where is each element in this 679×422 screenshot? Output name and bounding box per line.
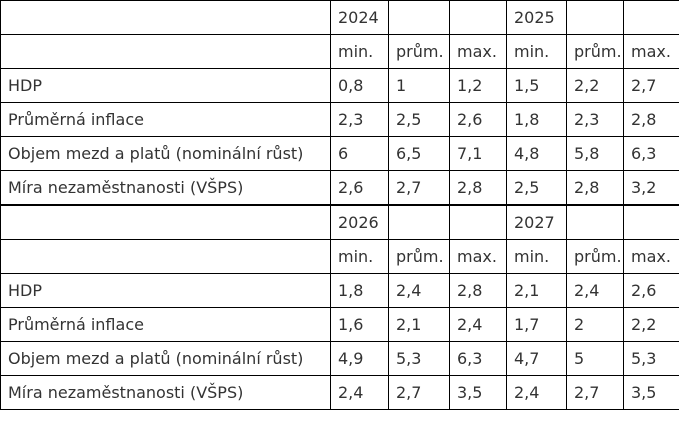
value-cell: 2,8 <box>566 170 624 206</box>
value-cell: 2 <box>566 307 624 342</box>
value-cell: 4,7 <box>506 341 567 376</box>
value-cell: 7,1 <box>449 136 507 171</box>
value-cell: 5,8 <box>566 136 624 171</box>
row-label: Míra nezaměstnanosti (VŠPS) <box>0 375 331 410</box>
subheader-cell: min. <box>506 239 567 274</box>
forecast-table: 2024 2025 min. prům. max. min. prům. max. HDP 0,8… <box>0 0 679 410</box>
value-cell: 2,6 <box>449 102 507 137</box>
row-label: Míra nezaměstnanosti (VŠPS) <box>0 170 331 206</box>
subheader-cell: max. <box>623 239 679 274</box>
subheader-cell: prům. <box>566 239 624 274</box>
subheader-cell: prům. <box>388 34 450 69</box>
table-row: Objem mezd a platů (nominální růst) 4,9 5,… <box>0 341 679 376</box>
year-cell: 2024 <box>330 0 389 35</box>
value-cell: 5,3 <box>388 341 450 376</box>
value-cell: 1,5 <box>506 68 567 103</box>
empty-header-cell <box>0 0 331 35</box>
value-cell: 2,3 <box>330 102 389 137</box>
value-cell: 2,5 <box>506 170 567 206</box>
value-cell: 6,3 <box>449 341 507 376</box>
subheader-cell: max. <box>449 34 507 69</box>
empty-header-cell <box>566 204 624 240</box>
subheader-cell: prům. <box>388 239 450 274</box>
value-cell: 2,1 <box>506 273 567 308</box>
value-cell: 2,4 <box>388 273 450 308</box>
empty-header-cell <box>623 0 679 35</box>
value-cell: 2,2 <box>623 307 679 342</box>
empty-header-cell <box>388 204 450 240</box>
value-cell: 1,2 <box>449 68 507 103</box>
empty-header-cell <box>449 204 507 240</box>
year-cell: 2027 <box>506 204 567 240</box>
value-cell: 2,1 <box>388 307 450 342</box>
value-cell: 2,6 <box>330 170 389 206</box>
value-cell: 2,7 <box>566 375 624 410</box>
subheader-cell: min. <box>330 239 389 274</box>
table-row: HDP 1,8 2,4 2,8 2,1 2,4 2,6 <box>0 273 679 308</box>
empty-header-cell <box>623 204 679 240</box>
table-row: Míra nezaměstnanosti (VŠPS) 2,4 2,7 3,5 2,4 2… <box>0 375 679 410</box>
value-cell: 3,2 <box>623 170 679 206</box>
subheader-cell: max. <box>623 34 679 69</box>
table-row: Průměrná inflace 2,3 2,5 2,6 1,8 2,3 2,8 <box>0 102 679 137</box>
empty-header-cell <box>388 0 450 35</box>
row-label: Průměrná inflace <box>0 307 331 342</box>
empty-header-cell <box>0 204 331 240</box>
subheader-cell: prům. <box>566 34 624 69</box>
value-cell: 2,3 <box>566 102 624 137</box>
subheader-row: min. prům. max. min. prům. max. <box>0 239 679 274</box>
value-cell: 2,4 <box>506 375 567 410</box>
value-cell: 6 <box>330 136 389 171</box>
empty-header-cell <box>566 0 624 35</box>
value-cell: 2,4 <box>449 307 507 342</box>
value-cell: 1 <box>388 68 450 103</box>
table-row: Objem mezd a platů (nominální růst) 6 6,5 7… <box>0 136 679 171</box>
value-cell: 6,3 <box>623 136 679 171</box>
value-cell: 1,8 <box>330 273 389 308</box>
subheader-row: min. prům. max. min. prům. max. <box>0 34 679 69</box>
row-label: Objem mezd a platů (nominální růst) <box>0 341 331 376</box>
value-cell: 3,5 <box>449 375 507 410</box>
table-row: HDP 0,8 1 1,2 1,5 2,2 2,7 <box>0 68 679 103</box>
value-cell: 5 <box>566 341 624 376</box>
value-cell: 2,8 <box>623 102 679 137</box>
year-cell: 2026 <box>330 204 389 240</box>
value-cell: 2,8 <box>449 170 507 206</box>
value-cell: 2,7 <box>388 170 450 206</box>
subheader-cell: max. <box>449 239 507 274</box>
table-row: Míra nezaměstnanosti (VŠPS) 2,6 2,7 2,8 2,5 2… <box>0 170 679 206</box>
value-cell: 4,8 <box>506 136 567 171</box>
value-cell: 6,5 <box>388 136 450 171</box>
value-cell: 1,8 <box>506 102 567 137</box>
row-label: Objem mezd a platů (nominální růst) <box>0 136 331 171</box>
row-label: Průměrná inflace <box>0 102 331 137</box>
year-cell: 2025 <box>506 0 567 35</box>
value-cell: 2,6 <box>623 273 679 308</box>
value-cell: 5,3 <box>623 341 679 376</box>
subheader-cell: min. <box>506 34 567 69</box>
value-cell: 0,8 <box>330 68 389 103</box>
value-cell: 2,5 <box>388 102 450 137</box>
forecast-table-body: 2024 2025 min. prům. max. min. prům. max. HDP 0,8… <box>0 0 679 410</box>
value-cell: 2,4 <box>566 273 624 308</box>
value-cell: 1,6 <box>330 307 389 342</box>
value-cell: 2,4 <box>330 375 389 410</box>
empty-header-cell <box>449 0 507 35</box>
value-cell: 3,5 <box>623 375 679 410</box>
value-cell: 4,9 <box>330 341 389 376</box>
empty-header-cell <box>0 34 331 69</box>
row-label: HDP <box>0 68 331 103</box>
value-cell: 1,7 <box>506 307 567 342</box>
year-header-row: 2024 2025 <box>0 0 679 35</box>
empty-header-cell <box>0 239 331 274</box>
table-row: Průměrná inflace 1,6 2,1 2,4 1,7 2 2,2 <box>0 307 679 342</box>
row-label: HDP <box>0 273 331 308</box>
value-cell: 2,2 <box>566 68 624 103</box>
year-header-row: 2026 2027 <box>0 204 679 240</box>
subheader-cell: min. <box>330 34 389 69</box>
value-cell: 2,7 <box>388 375 450 410</box>
value-cell: 2,8 <box>449 273 507 308</box>
value-cell: 2,7 <box>623 68 679 103</box>
